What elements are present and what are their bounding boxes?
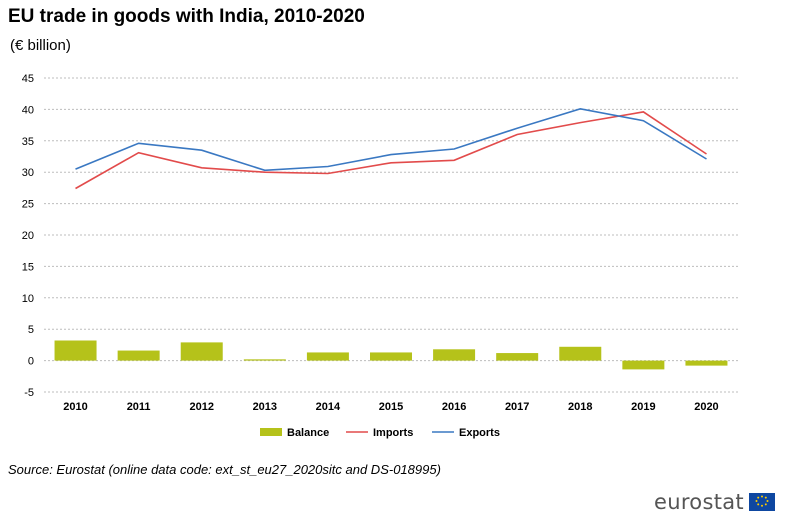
x-tick-label: 2018 <box>568 401 592 413</box>
y-tick-label: 0 <box>28 356 34 368</box>
balance-bar <box>306 352 349 361</box>
x-tick-label: 2020 <box>694 401 718 413</box>
source-note: Source: Eurostat (online data code: ext_… <box>8 462 441 477</box>
x-tick-label: 2011 <box>127 401 151 413</box>
y-tick-label: 20 <box>22 230 34 242</box>
x-axis-ticks: 2010 2011 2012 2013 2014 2015 2016 2017 2018 2019… <box>63 401 718 413</box>
logo-text: eurostat <box>654 490 744 514</box>
balance-bar <box>496 353 539 361</box>
y-tick-label: 30 <box>22 167 34 179</box>
chart-title: EU trade in goods with India, 2010-2020 <box>8 6 365 27</box>
x-tick-label: 2014 <box>316 401 341 413</box>
trade-lines <box>75 107 707 190</box>
legend-label-balance: Balance <box>287 427 329 439</box>
balance-bar <box>559 346 602 361</box>
balance-bar <box>370 352 412 361</box>
x-tick-label: 2017 <box>505 401 529 413</box>
legend: Balance Imports Exports <box>260 427 500 439</box>
balance-bar <box>180 342 223 361</box>
y-tick-label: 45 <box>22 73 34 85</box>
balance-bar <box>622 360 665 370</box>
x-tick-label: 2015 <box>379 401 403 413</box>
x-tick-label: 2013 <box>253 401 277 413</box>
eu-flag-icon <box>748 493 775 511</box>
x-tick-label: 2012 <box>189 401 213 413</box>
y-tick-label: 5 <box>28 324 34 336</box>
eurostat-logo: eurostat <box>654 490 775 514</box>
y-tick-label: 35 <box>22 136 34 148</box>
legend-swatch-balance <box>260 428 282 436</box>
y-tick-label: 10 <box>22 293 34 305</box>
balance-bar <box>243 359 286 361</box>
balance-bars <box>54 340 728 370</box>
balance-bar <box>685 360 728 366</box>
y-axis-ticks: 45 40 35 30 25 20 15 10 5 0 -5 <box>22 73 34 399</box>
y-tick-label: 40 <box>22 104 34 116</box>
legend-label-exports: Exports <box>459 427 500 439</box>
y-tick-label: 15 <box>22 261 34 273</box>
chart-subtitle: (€ billion) <box>10 37 71 54</box>
exports-line <box>75 107 707 172</box>
x-tick-label: 2010 <box>63 401 87 413</box>
balance-bar <box>433 349 476 361</box>
y-tick-label: -5 <box>24 387 34 399</box>
imports-line <box>75 111 707 190</box>
legend-label-imports: Imports <box>373 427 413 439</box>
grid-layer <box>44 77 738 393</box>
balance-bar <box>117 350 160 361</box>
balance-bar <box>54 340 97 361</box>
y-tick-label: 25 <box>22 199 34 211</box>
x-tick-label: 2019 <box>631 401 655 413</box>
x-tick-label: 2016 <box>442 401 466 413</box>
